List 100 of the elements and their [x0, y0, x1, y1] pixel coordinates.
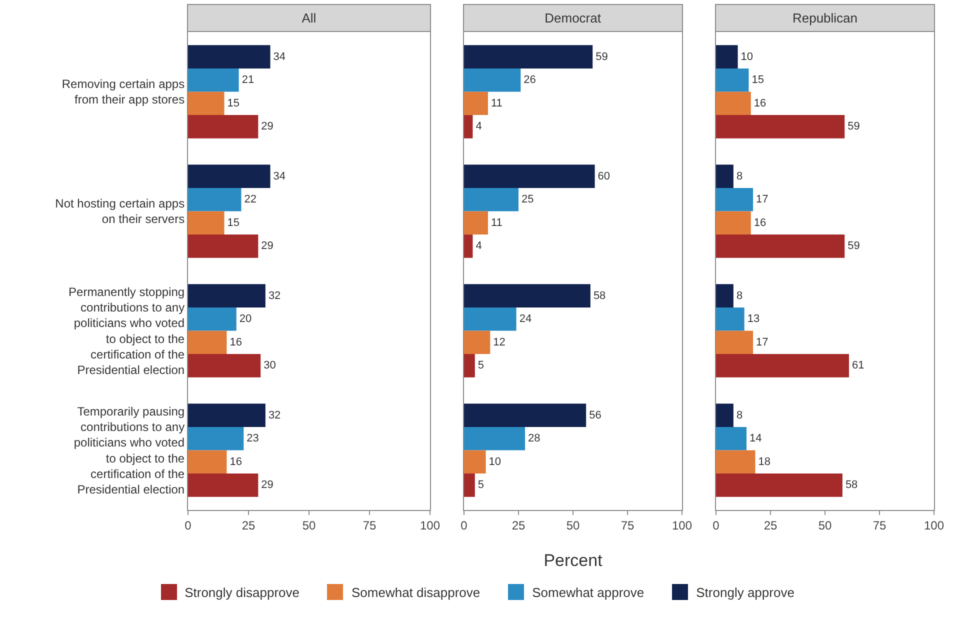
- bar: [716, 354, 849, 378]
- x-tick-label: 75: [362, 518, 376, 532]
- data-label: 8: [736, 409, 743, 422]
- x-tick-label: 75: [620, 518, 634, 532]
- data-label: 5: [478, 479, 484, 492]
- x-tick-label: 0: [460, 518, 468, 532]
- data-label: 25: [522, 194, 534, 206]
- bar: [188, 404, 266, 427]
- x-tick-label: 25: [242, 518, 256, 532]
- data-label: 59: [848, 240, 860, 252]
- bar: [464, 354, 475, 378]
- data-label: 16: [754, 97, 766, 110]
- bar: [464, 234, 473, 258]
- data-label: 12: [493, 336, 506, 348]
- data-label: 61: [852, 360, 864, 372]
- bar: [188, 284, 266, 308]
- bar: [188, 188, 242, 212]
- bar: [464, 211, 488, 235]
- x-tick-label: 100: [672, 518, 692, 532]
- data-label: 29: [261, 240, 274, 252]
- bar: [716, 188, 754, 212]
- bar: [716, 474, 842, 497]
- data-label: 16: [230, 456, 242, 468]
- bar: [464, 330, 490, 354]
- data-label: 24: [519, 313, 532, 326]
- x-tick-label: 100: [924, 518, 944, 532]
- bar: [464, 404, 586, 427]
- x-tick-label: 25: [512, 518, 526, 532]
- data-label: 16: [754, 216, 766, 229]
- bar: [188, 92, 224, 116]
- x-tick-label: 75: [872, 518, 886, 532]
- data-label: 15: [227, 97, 240, 110]
- bar: [464, 474, 475, 497]
- data-label: 29: [261, 479, 274, 492]
- data-label: 15: [752, 74, 764, 86]
- bar: [464, 188, 518, 212]
- data-label: 11: [490, 216, 502, 229]
- chart-title: All: [302, 10, 316, 26]
- bar: [464, 115, 473, 138]
- bar: [716, 426, 747, 450]
- data-label: 22: [244, 194, 256, 206]
- data-label: 29: [261, 120, 274, 133]
- data-label: 15: [227, 216, 240, 229]
- bar: [188, 330, 227, 354]
- bar: [716, 115, 845, 138]
- bar: [716, 92, 751, 116]
- legend-label: Strongly disapprove: [184, 584, 300, 600]
- bar: [188, 211, 224, 235]
- data-label: 60: [598, 170, 610, 182]
- bar: [188, 68, 239, 92]
- bar: [188, 354, 261, 378]
- y-tick-label: Not hosting certain apps on their servers: [55, 196, 185, 226]
- data-label: 59: [596, 50, 608, 63]
- x-tick-label: 50: [566, 518, 580, 532]
- bar: [188, 45, 270, 68]
- data-label: 56: [589, 409, 602, 422]
- bar: [188, 115, 258, 138]
- data-label: 5: [478, 360, 484, 372]
- bar: [716, 45, 738, 68]
- bar: [464, 450, 486, 474]
- bar: [464, 426, 526, 450]
- bar: [716, 330, 754, 354]
- bar: [716, 404, 734, 427]
- bar: [464, 164, 595, 188]
- bar: [464, 68, 521, 92]
- bar: [716, 307, 744, 331]
- data-label: 17: [756, 336, 768, 348]
- bar: [188, 450, 227, 474]
- bar: [188, 307, 236, 331]
- bar: [716, 450, 756, 474]
- data-label: 18: [758, 456, 770, 468]
- data-label: 11: [490, 97, 502, 110]
- bar: [188, 474, 258, 497]
- data-label: 4: [476, 120, 482, 133]
- data-label: 13: [747, 313, 760, 326]
- data-label: 34: [273, 170, 286, 182]
- x-tick-label: 50: [818, 518, 832, 532]
- data-label: 14: [750, 432, 762, 445]
- data-label: 8: [736, 170, 743, 182]
- bar: [188, 234, 258, 258]
- data-label: 17: [756, 194, 768, 206]
- bar: [716, 68, 749, 92]
- x-tick-label: 0: [184, 518, 192, 532]
- data-label: 59: [848, 120, 860, 133]
- bar: [464, 92, 488, 116]
- bar: [188, 164, 270, 188]
- legend-label: Somewhat approve: [532, 584, 644, 600]
- x-tick-label: 100: [420, 518, 440, 532]
- bar: [464, 307, 516, 331]
- data-label: 32: [268, 409, 281, 422]
- data-label: 28: [528, 432, 540, 445]
- data-label: 20: [239, 313, 252, 326]
- bar: [464, 284, 590, 308]
- x-tick-label: 25: [764, 518, 778, 532]
- data-label: 8: [736, 290, 743, 302]
- data-label: 4: [476, 240, 482, 252]
- chart-title: Republican: [792, 10, 858, 26]
- data-label: 10: [740, 50, 754, 63]
- legend-label: Strongly approve: [696, 584, 794, 600]
- y-tick-label: Removing certain apps from their app stores: [62, 77, 185, 107]
